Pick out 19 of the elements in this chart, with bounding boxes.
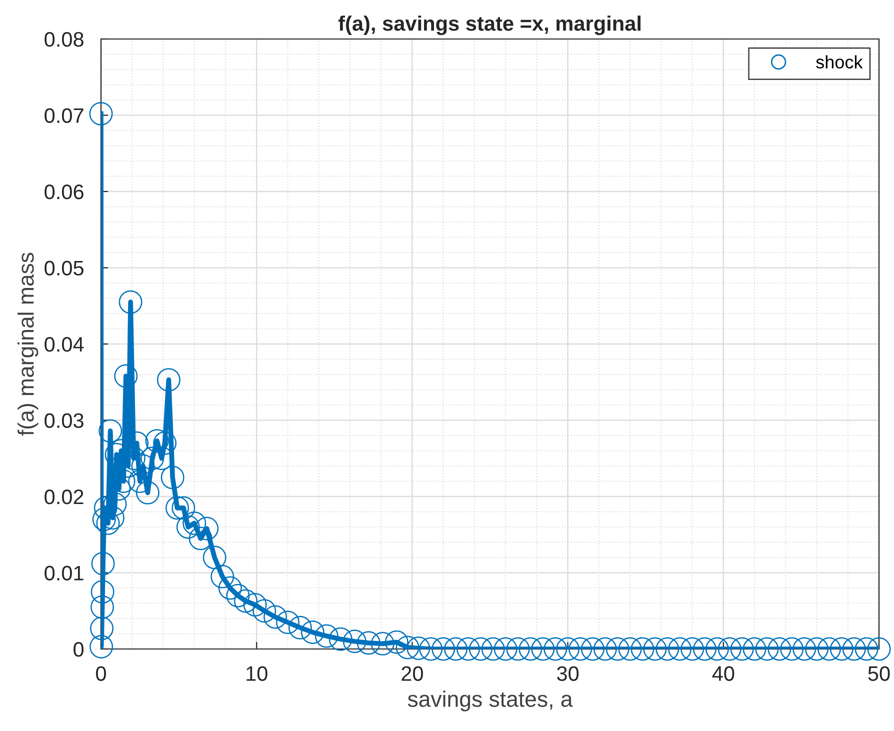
x-tick-label: 20 [402,666,423,681]
x-tick-label: 30 [557,666,579,681]
y-tick-label: 0.04 [44,337,84,352]
y-tick-label: 0.07 [44,108,84,124]
x-tick-label: 0 [96,666,106,681]
x-tick-label: 10 [246,666,268,681]
y-tick-label: 0.06 [44,184,84,200]
y-tick-label: 0.08 [44,32,84,47]
x-tick-label: 40 [712,666,734,681]
legend-label: shock [816,55,863,69]
y-tick-label: 0.03 [44,413,84,428]
x-tick-label: 50 [868,666,890,681]
y-tick-label: 0.02 [44,490,84,504]
y-tick-label: 0.05 [44,260,84,276]
y-axis-title: f(a) marginal mass [18,252,38,436]
x-axis-title: savings states, a [408,690,573,712]
y-tick-label: 0.01 [44,566,84,581]
y-tick-label: 0 [74,642,84,657]
chart-title: f(a), savings state =x, marginal [338,16,641,36]
